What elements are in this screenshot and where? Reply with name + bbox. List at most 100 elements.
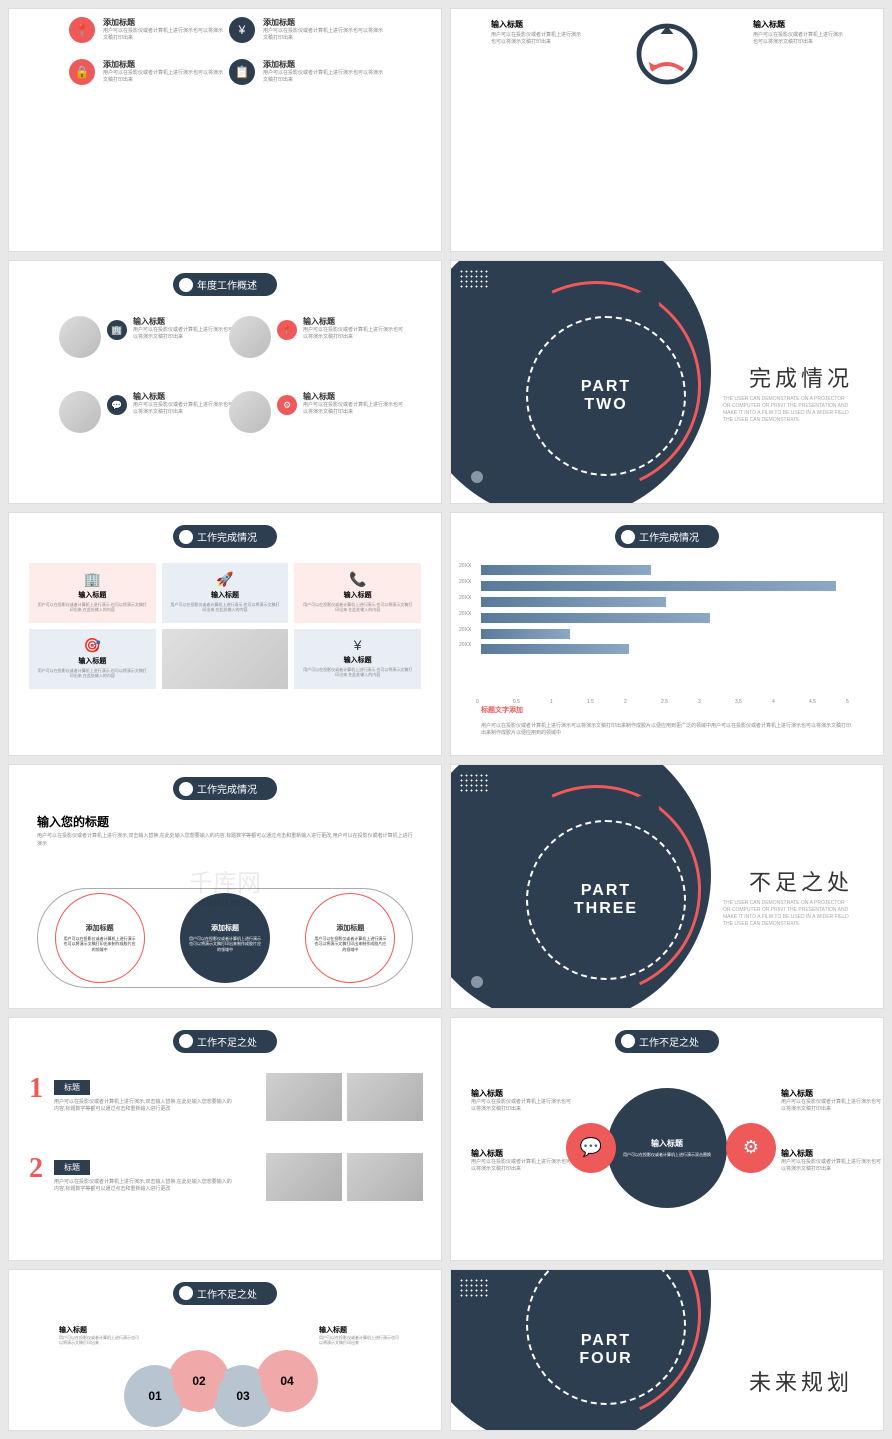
- circle-title: 添加标题: [211, 923, 239, 933]
- grid-card: ¥输入标题用户可以在投影仪或者计算机上进行演示,也可以将演示文稿打印出来,在此处…: [294, 629, 421, 689]
- part-2-divider: PART TWO 完成情况 THE USER CAN DEMONSTRATE O…: [450, 260, 884, 504]
- item-title: 添加标题: [103, 59, 223, 70]
- card-icon: 🏢: [37, 571, 148, 588]
- section-header: 工作不足之处: [615, 1030, 719, 1053]
- center-title: 输入标题: [651, 1138, 683, 1149]
- circle-item: 添加标题用户可以在投影仪或者计算机上进行演示也可以将演示文稿打印出来制作成胶片应…: [180, 893, 270, 983]
- image-row-2: [266, 1153, 423, 1201]
- small-dot-icon: [471, 976, 483, 988]
- item-desc: 用户可以在投影仪或者计算机上进行演示,双击输入替换,在此处输入您想要输入的内容,…: [54, 1179, 234, 1194]
- item-tag: 标题: [54, 1080, 90, 1095]
- item-text: 输入标题用户可以在投影仪或者计算机上进行演示也可以将演示文稿打印出来: [303, 316, 403, 341]
- item-desc: 用户可以在投影仪或者计算机上进行演示也可以将演示文稿打印出来: [781, 1159, 881, 1173]
- slide-2: 输入标题 用户可以在投影仪或者计算机上进行演示也可以将演示文稿打印出来 输入标题…: [450, 8, 884, 252]
- x-axis-label: 0: [476, 699, 479, 705]
- item-icon: 📍: [69, 17, 95, 43]
- center-circle: 输入标题 用户可以在投影仪或者计算机上进行演示双击替换: [607, 1088, 727, 1208]
- side-icon: ⚙: [726, 1123, 776, 1173]
- item-desc: 用户可以在投影仪或者计算机上进行演示也可以将演示文稿打印出来: [59, 1335, 139, 1346]
- slide-grid: 📍 添加标题用户可以在投影仪或者计算机上进行演示也可以将演示文稿打印出来 ¥ 添…: [0, 0, 892, 1439]
- part-subtitle: THE USER CAN DEMONSTRATE ON A PROJECTOR …: [723, 900, 853, 928]
- left-label: 输入标题 用户可以在投影仪或者计算机上进行演示也可以将演示文稿打印出来: [491, 19, 581, 46]
- y-axis-label: 20XX: [459, 595, 471, 601]
- slide-3: 年度工作概述 🏢 输入标题用户可以在投影仪或者计算机上进行演示也可以将演示文稿打…: [8, 260, 442, 504]
- text-item: 输入标题用户可以在投影仪或者计算机上进行演示也可以将演示文稿打印出来: [781, 1148, 881, 1173]
- thumbnail-image: [59, 391, 101, 433]
- item-text: 添加标题用户可以在投影仪或者计算机上进行演示也可以将演示文稿打印出来: [103, 59, 223, 85]
- item-desc: 用户可以在投影仪或者计算机上进行演示也可以将演示文稿打印出来: [471, 1159, 571, 1173]
- text-item: 输入标题用户可以在投影仪或者计算机上进行演示也可以将演示文稿打印出来: [319, 1325, 399, 1346]
- text-item: 输入标题用户可以在投影仪或者计算机上进行演示也可以将演示文稿打印出来: [471, 1088, 571, 1113]
- item-desc: 用户可以在投影仪或者计算机上进行演示也可以将演示文稿打印出来: [781, 1099, 881, 1113]
- part-line2: TWO: [584, 396, 627, 414]
- list-item: ⚙ 输入标题用户可以在投影仪或者计算机上进行演示也可以将演示文稿打印出来: [229, 391, 403, 433]
- gear-icon: 04: [261, 1355, 313, 1407]
- grid-card: 🚀 输入标题用户可以在投影仪或者计算机上进行演示,也可以将演示文稿打印出来,在此处…: [162, 563, 289, 623]
- card-title: 输入标题: [37, 590, 148, 600]
- thumbnail-image: [229, 391, 271, 433]
- thumbnail-image: [59, 316, 101, 358]
- list-item: 🏢 输入标题用户可以在投影仪或者计算机上进行演示也可以将演示文稿打印出来: [59, 316, 233, 358]
- gear-row: 01020304: [137, 1340, 313, 1422]
- card-icon: 🚀: [170, 571, 281, 588]
- part-4-divider: PART FOUR 未来规划: [450, 1269, 884, 1432]
- circle-title: 添加标题: [336, 923, 364, 933]
- list-item: 📍 添加标题用户可以在投影仪或者计算机上进行演示也可以将演示文稿打印出来: [69, 17, 223, 43]
- item-icon: 📋: [229, 59, 255, 85]
- item-text: 输入标题用户可以在投影仪或者计算机上进行演示也可以将演示文稿打印出来: [303, 391, 403, 416]
- list-item: 🔒 添加标题用户可以在投影仪或者计算机上进行演示也可以将演示文稿打印出来: [69, 59, 223, 85]
- x-axis-label: 3.5: [735, 699, 742, 705]
- chart-bar: [481, 597, 666, 607]
- card-icon: ¥: [302, 637, 413, 653]
- desc: 用户可以在投影仪或者计算机上进行演示也可以将演示文稿打印出来: [753, 32, 843, 46]
- circle-desc: 用户可以在投影仪或者计算机上进行演示也可以将演示文稿打印出来制作成胶片应的领域中: [64, 936, 136, 952]
- item-icon: ¥: [229, 17, 255, 43]
- circle-item: 添加标题用户可以在投影仪或者计算机上进行演示也可以将演示文稿打印出来制作成胶片应…: [305, 893, 395, 983]
- item-desc: 用户可以在投影仪或者计算机上进行演示也可以将演示文稿打印出来: [133, 327, 233, 341]
- part-title: 完成情况: [749, 361, 853, 393]
- grid-card: 🎯输入标题用户可以在投影仪或者计算机上进行演示,也可以将演示文稿打印出来,在此处…: [29, 629, 156, 689]
- card-icon: 📞: [302, 571, 413, 588]
- item-icon: 💬: [107, 395, 127, 415]
- item-desc: 用户可以在投影仪或者计算机上进行演示也可以将演示文稿打印出来: [303, 402, 403, 416]
- section-header: 工作完成情况: [173, 777, 277, 800]
- item-text: 添加标题用户可以在投影仪或者计算机上进行演示也可以将演示文稿打印出来: [103, 17, 223, 43]
- card-desc: 用户可以在投影仪或者计算机上进行演示,也可以将演示文稿打印出来,在此处输入的内容: [170, 602, 281, 612]
- x-axis-label: 3: [698, 699, 701, 705]
- accent-dot: [631, 291, 659, 319]
- circle-desc: 用户可以在投影仪或者计算机上进行演示也可以将演示文稿打印出来制作成胶片应的领域中: [314, 936, 386, 952]
- placeholder-image: [266, 1073, 342, 1121]
- main-desc: 用户可以在投影仪或者计算机上进行演示,双击输入替换,在此处输入您想要输入的内容,…: [37, 833, 413, 848]
- part-circle: PART TWO: [526, 316, 686, 476]
- dots-icon: [459, 773, 489, 793]
- text-item: 输入标题用户可以在投影仪或者计算机上进行演示也可以将演示文稿打印出来: [59, 1325, 139, 1346]
- item-text: 输入标题用户可以在投影仪或者计算机上进行演示也可以将演示文稿打印出来: [133, 391, 233, 416]
- item-icon: 📍: [277, 320, 297, 340]
- item-title: 输入标题: [133, 391, 233, 402]
- y-axis-label: 20XX: [459, 611, 471, 617]
- numbered-item: 标题用户可以在投影仪或者计算机上进行演示,双击输入替换,在此处输入您想要输入的内…: [54, 1077, 234, 1114]
- chart-caption: 标题文字添加: [481, 705, 523, 715]
- card-title: 输入标题: [37, 656, 148, 666]
- dots-icon: [459, 269, 489, 289]
- section-header: 工作不足之处: [173, 1282, 277, 1305]
- grid-card: 📞输入标题用户可以在投影仪或者计算机上进行演示,也可以将演示文稿打印出来,在此处…: [294, 563, 421, 623]
- part-line2: THREE: [574, 900, 638, 918]
- arrow-circle-icon: [627, 14, 707, 94]
- x-axis-label: 1.5: [587, 699, 594, 705]
- item-text: 输入标题用户可以在投影仪或者计算机上进行演示也可以将演示文稿打印出来: [133, 316, 233, 341]
- item-title: 输入标题: [781, 1148, 881, 1159]
- chart-bar: [481, 644, 629, 654]
- item-number: 1: [29, 1073, 43, 1105]
- thumbnail-image: [229, 316, 271, 358]
- placeholder-image: [266, 1153, 342, 1201]
- chart-desc: 用户可以在投影仪或者计算机上进行演示可以将演示文稿打印出来制作成胶片以便应用到更…: [481, 723, 853, 737]
- card-title: 输入标题: [170, 590, 281, 600]
- item-desc: 用户可以在投影仪或者计算机上进行演示也可以将演示文稿打印出来: [303, 327, 403, 341]
- item-title: 输入标题: [471, 1148, 571, 1159]
- side-icon: 💬: [566, 1123, 616, 1173]
- section-header: 工作完成情况: [173, 525, 277, 548]
- item-desc: 用户可以在投影仪或者计算机上进行演示也可以将演示文稿打印出来: [133, 402, 233, 416]
- card-title: 输入标题: [302, 655, 413, 665]
- chart-bar: [481, 613, 710, 623]
